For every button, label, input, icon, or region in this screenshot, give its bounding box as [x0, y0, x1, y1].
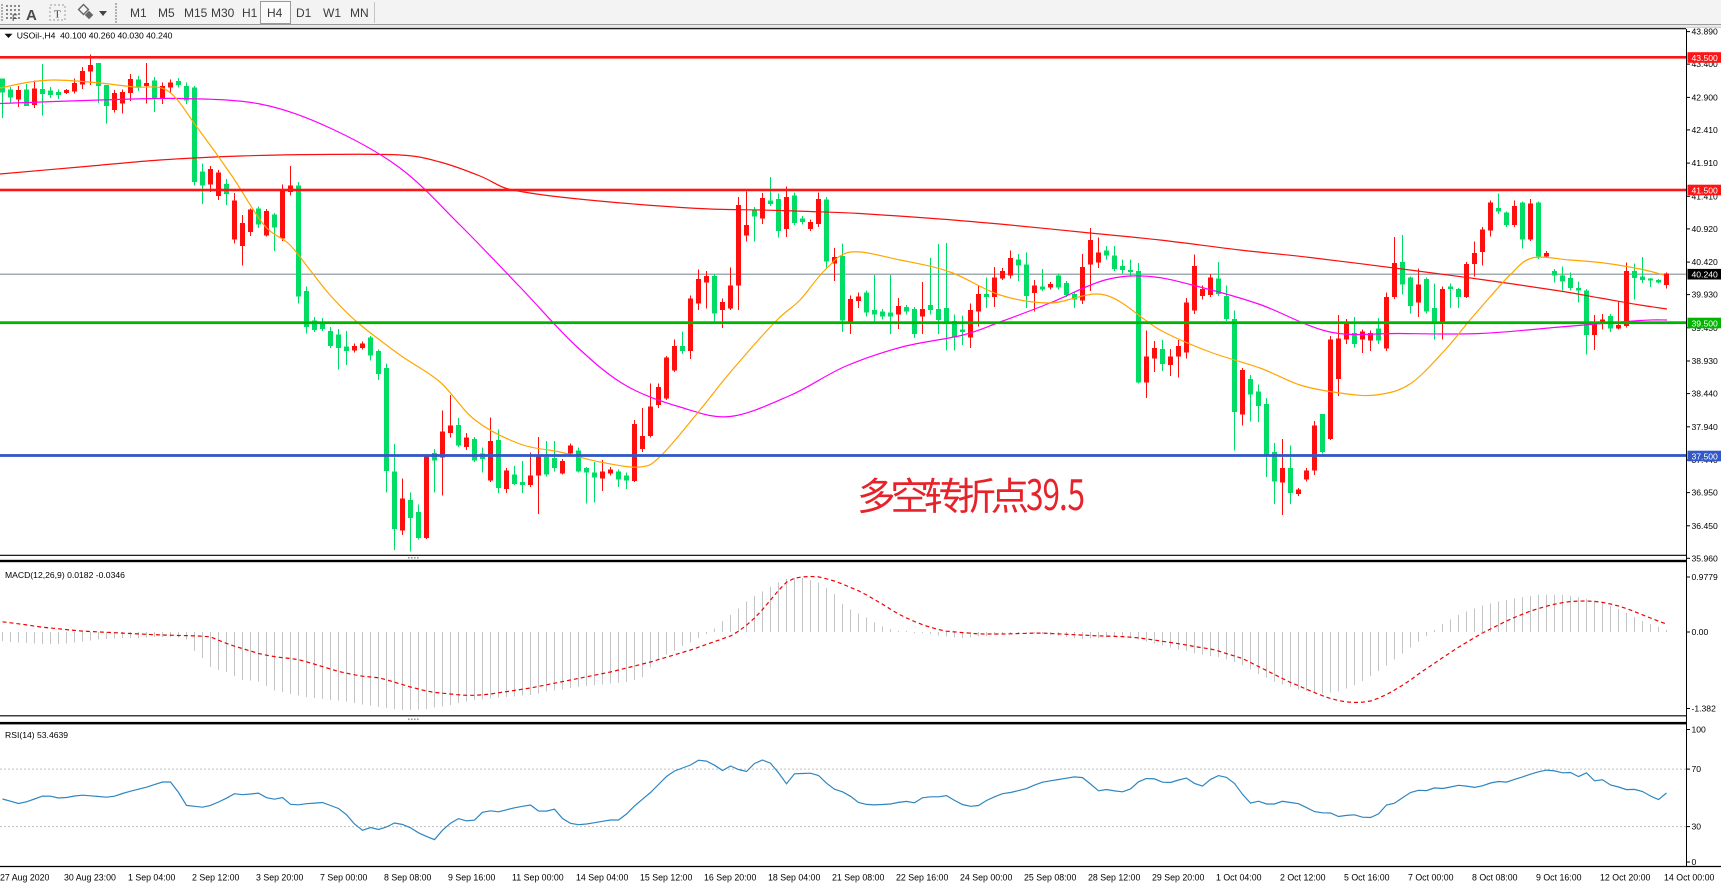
- svg-text:5 Oct 16:00: 5 Oct 16:00: [1344, 873, 1390, 883]
- svg-text:22 Sep 16:00: 22 Sep 16:00: [896, 873, 948, 883]
- svg-text:RSI(14) 53.4639: RSI(14) 53.4639: [5, 730, 68, 740]
- svg-text:H1: H1: [242, 6, 258, 20]
- svg-text:38.440: 38.440: [1692, 389, 1719, 399]
- svg-text:43.500: 43.500: [1692, 53, 1719, 63]
- svg-text:8 Oct 08:00: 8 Oct 08:00: [1472, 873, 1518, 883]
- svg-text:2 Sep 12:00: 2 Sep 12:00: [192, 873, 240, 883]
- svg-text:38.930: 38.930: [1692, 356, 1719, 366]
- svg-text:-1.382: -1.382: [1692, 704, 1717, 714]
- svg-text:M15: M15: [184, 6, 208, 20]
- svg-text:8 Sep 08:00: 8 Sep 08:00: [384, 873, 432, 883]
- svg-text:0.9779: 0.9779: [1692, 572, 1719, 582]
- svg-text:41.500: 41.500: [1692, 185, 1719, 195]
- svg-text:30: 30: [1692, 822, 1702, 832]
- svg-text:W1: W1: [323, 6, 341, 20]
- svg-text:2 Oct 12:00: 2 Oct 12:00: [1280, 873, 1326, 883]
- svg-text:M1: M1: [130, 6, 147, 20]
- svg-text:14 Sep 04:00: 14 Sep 04:00: [576, 873, 628, 883]
- svg-text:41.410: 41.410: [1692, 191, 1719, 201]
- svg-text:35.960: 35.960: [1692, 553, 1719, 563]
- svg-text:A: A: [26, 7, 37, 24]
- svg-text:F: F: [12, 13, 18, 23]
- svg-text:40.920: 40.920: [1692, 224, 1719, 234]
- svg-text:M30: M30: [211, 6, 235, 20]
- svg-text:D1: D1: [296, 6, 312, 20]
- svg-text:25 Sep 08:00: 25 Sep 08:00: [1024, 873, 1076, 883]
- svg-text:21 Sep 08:00: 21 Sep 08:00: [832, 873, 884, 883]
- svg-text:9 Oct 16:00: 9 Oct 16:00: [1536, 873, 1582, 883]
- svg-text:39.500: 39.500: [1692, 318, 1719, 328]
- svg-text:36.450: 36.450: [1692, 521, 1719, 531]
- svg-text:T: T: [54, 9, 61, 21]
- svg-text:100: 100: [1692, 725, 1707, 735]
- svg-text:7 Oct 00:00: 7 Oct 00:00: [1408, 873, 1454, 883]
- svg-text:16 Sep 20:00: 16 Sep 20:00: [704, 873, 756, 883]
- svg-text:43.890: 43.890: [1692, 27, 1719, 37]
- svg-text:0: 0: [1692, 857, 1697, 867]
- svg-text:1 Sep 04:00: 1 Sep 04:00: [128, 873, 176, 883]
- svg-text:37.940: 37.940: [1692, 422, 1719, 432]
- svg-text:36.950: 36.950: [1692, 488, 1719, 498]
- svg-text:70: 70: [1692, 764, 1702, 774]
- svg-text:42.900: 42.900: [1692, 93, 1719, 103]
- svg-text:28 Sep 12:00: 28 Sep 12:00: [1088, 873, 1140, 883]
- svg-text:7 Sep 00:00: 7 Sep 00:00: [320, 873, 368, 883]
- svg-text:9 Sep 16:00: 9 Sep 16:00: [448, 873, 496, 883]
- svg-text:MN: MN: [350, 6, 369, 20]
- svg-text:39.930: 39.930: [1692, 290, 1719, 300]
- svg-text:3 Sep 20:00: 3 Sep 20:00: [256, 873, 304, 883]
- svg-text:H4: H4: [267, 6, 283, 20]
- svg-text:18 Sep 04:00: 18 Sep 04:00: [768, 873, 820, 883]
- svg-text:15 Sep 12:00: 15 Sep 12:00: [640, 873, 692, 883]
- svg-text:MACD(12,26,9) 0.0182 -0.0346: MACD(12,26,9) 0.0182 -0.0346: [5, 570, 125, 580]
- svg-text:29 Sep 20:00: 29 Sep 20:00: [1152, 873, 1204, 883]
- svg-text:12 Oct 20:00: 12 Oct 20:00: [1600, 873, 1650, 883]
- svg-text:30 Aug 23:00: 30 Aug 23:00: [64, 873, 116, 883]
- svg-text:1 Oct 04:00: 1 Oct 04:00: [1216, 873, 1262, 883]
- svg-text:37.500: 37.500: [1692, 451, 1719, 461]
- svg-text:43.400: 43.400: [1692, 59, 1719, 69]
- svg-text:USOil-,H4 40.100 40.260 40.03: USOil-,H4 40.100 40.260 40.030 40.240: [17, 31, 173, 41]
- svg-text:14 Oct 00:00: 14 Oct 00:00: [1664, 873, 1714, 883]
- svg-text:40.420: 40.420: [1692, 257, 1719, 267]
- svg-text:0.00: 0.00: [1692, 627, 1709, 637]
- svg-text:11 Sep 00:00: 11 Sep 00:00: [512, 873, 564, 883]
- svg-text:24 Sep 00:00: 24 Sep 00:00: [960, 873, 1012, 883]
- svg-text:27 Aug 2020: 27 Aug 2020: [0, 873, 50, 883]
- svg-text:M5: M5: [158, 6, 175, 20]
- svg-text:41.910: 41.910: [1692, 158, 1719, 168]
- svg-text:40.240: 40.240: [1692, 270, 1719, 280]
- svg-text:42.410: 42.410: [1692, 125, 1719, 135]
